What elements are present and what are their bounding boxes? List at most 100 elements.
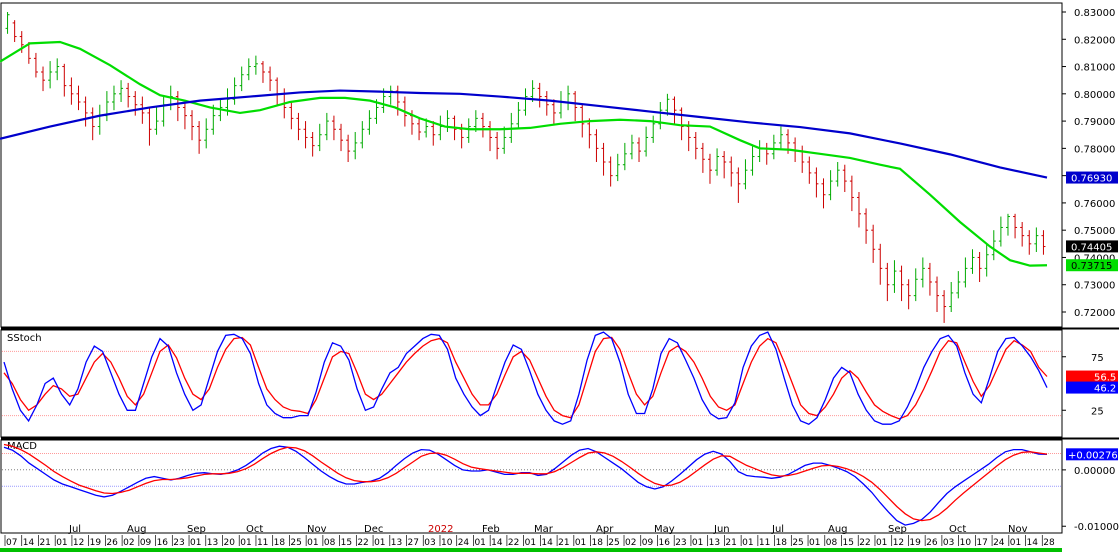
x-day-label: 12 xyxy=(73,538,84,548)
x-day-label: 01 xyxy=(56,538,67,548)
macd-title: MACD xyxy=(7,441,37,452)
x-day-label: 25 xyxy=(792,538,803,548)
x-day-label: 01 xyxy=(692,538,703,548)
x-day-label: 15 xyxy=(341,538,352,548)
price-tick-label: 0.76000 xyxy=(1074,199,1115,210)
x-month-label: Apr xyxy=(596,524,614,535)
macd-last-box xyxy=(1066,448,1118,461)
x-day-label: 03 xyxy=(943,538,954,548)
x-day-label: 27 xyxy=(408,538,419,548)
x-day-label: 25 xyxy=(608,538,619,548)
x-day-label: 02 xyxy=(625,538,636,548)
pane-frame xyxy=(0,2,1063,328)
x-day-label: 01 xyxy=(742,538,753,548)
price-tick-label: 0.82000 xyxy=(1074,35,1115,46)
x-day-label: 02 xyxy=(123,538,134,548)
x-day-label: 01 xyxy=(190,538,201,548)
stoch-d-line xyxy=(3,336,1048,420)
x-month-label: Jul xyxy=(771,524,784,535)
x-day-label: 18 xyxy=(274,538,286,548)
x-day-label: 20 xyxy=(223,538,235,548)
x-month-label: Mar xyxy=(534,524,554,535)
x-day-label: 21 xyxy=(558,538,569,548)
last-value-label: 0.76930 xyxy=(1071,174,1112,185)
x-day-label: 09 xyxy=(642,538,654,548)
price-tick-label: 0.75000 xyxy=(1074,226,1115,237)
x-day-label: 18 xyxy=(776,538,788,548)
x-day-label: 01 xyxy=(525,538,536,548)
stoch-title: SStoch xyxy=(7,333,42,344)
x-month-label: Jul xyxy=(68,524,81,535)
x-month-label: Feb xyxy=(482,524,500,535)
price-tick-label: 0.73000 xyxy=(1074,281,1115,292)
x-day-label: 10 xyxy=(960,538,972,548)
x-day-label: 28 xyxy=(1043,538,1055,548)
x-day-label: 26 xyxy=(106,538,118,548)
x-day-label: 01 xyxy=(374,538,385,548)
macd-signal-line xyxy=(3,443,1048,522)
x-day-label: 01 xyxy=(240,538,251,548)
x-day-label: 17 xyxy=(976,538,987,548)
x-day-label: 01 xyxy=(575,538,586,548)
x-day-label: 10 xyxy=(441,538,453,548)
x-month-label: Sep xyxy=(888,524,907,535)
x-day-label: 22 xyxy=(508,538,519,548)
price-tick-label: 0.83000 xyxy=(1074,8,1115,19)
last-value-label: 0.73715 xyxy=(1071,261,1112,272)
moving-average-blue-line xyxy=(0,89,1048,179)
macd-line xyxy=(3,445,1048,526)
x-day-label: 01 xyxy=(876,538,887,548)
x-day-label: 14 xyxy=(23,538,35,548)
stoch-k-line xyxy=(3,331,1048,425)
x-month-label: Aug xyxy=(828,524,848,535)
last-price-box xyxy=(1066,240,1118,253)
last-price-label: 0.74405 xyxy=(1071,242,1112,253)
x-day-label: 08 xyxy=(826,538,838,548)
x-day-label: 01 xyxy=(1010,538,1021,548)
x-day-label: 03 xyxy=(424,538,435,548)
x-day-label: 23 xyxy=(173,538,184,548)
last-value-box xyxy=(1066,171,1118,184)
x-day-label: 24 xyxy=(993,538,1005,548)
x-day-label: 08 xyxy=(324,538,336,548)
x-month-label: Aug xyxy=(127,524,147,535)
x-day-label: 18 xyxy=(592,538,604,548)
x-day-label: 13 xyxy=(709,538,720,548)
x-day-label: 22 xyxy=(357,538,368,548)
x-day-label: 01 xyxy=(307,538,318,548)
x-day-label: 19 xyxy=(909,538,921,548)
x-day-label: 16 xyxy=(157,538,169,548)
pane-frame xyxy=(0,329,1063,438)
stoch-last-label: 46.2 xyxy=(1094,384,1116,395)
x-day-label: 14 xyxy=(541,538,553,548)
moving-average-green-line xyxy=(0,40,1048,267)
macd-tick-label: 0.00000 xyxy=(1074,466,1115,477)
x-day-label: 01 xyxy=(474,538,485,548)
macd-tick-label: -0.01000 xyxy=(1074,522,1119,533)
x-day-label: 25 xyxy=(290,538,301,548)
x-month-label: Dec xyxy=(364,524,383,535)
macd-last-label: +0.00276 xyxy=(1068,450,1118,461)
price-tick-label: 0.78000 xyxy=(1074,144,1115,155)
stoch-last-label: 56.5 xyxy=(1094,373,1116,384)
stoch-last-box xyxy=(1066,370,1118,383)
x-month-label: Oct xyxy=(246,524,263,535)
price-tick-label: 0.72000 xyxy=(1074,308,1115,319)
x-day-label: 15 xyxy=(843,538,854,548)
x-day-label: 09 xyxy=(140,538,152,548)
x-axis-strip xyxy=(0,548,1062,552)
price-tick-label: 0.80000 xyxy=(1074,90,1115,101)
stoch-tick-label: 75 xyxy=(1091,353,1104,364)
x-month-label: 2022 xyxy=(428,524,453,535)
price-tick-label: 0.81000 xyxy=(1074,63,1115,74)
x-day-label: 11 xyxy=(759,538,770,548)
x-day-label: 01 xyxy=(809,538,820,548)
x-month-label: Sep xyxy=(187,524,206,535)
x-day-label: 13 xyxy=(391,538,402,548)
stoch-tick-label: 25 xyxy=(1091,406,1104,417)
stoch-last-box xyxy=(1066,381,1118,394)
x-day-label: 14 xyxy=(1027,538,1039,548)
x-day-label: 23 xyxy=(675,538,686,548)
price-tick-label: 0.74000 xyxy=(1074,253,1115,264)
